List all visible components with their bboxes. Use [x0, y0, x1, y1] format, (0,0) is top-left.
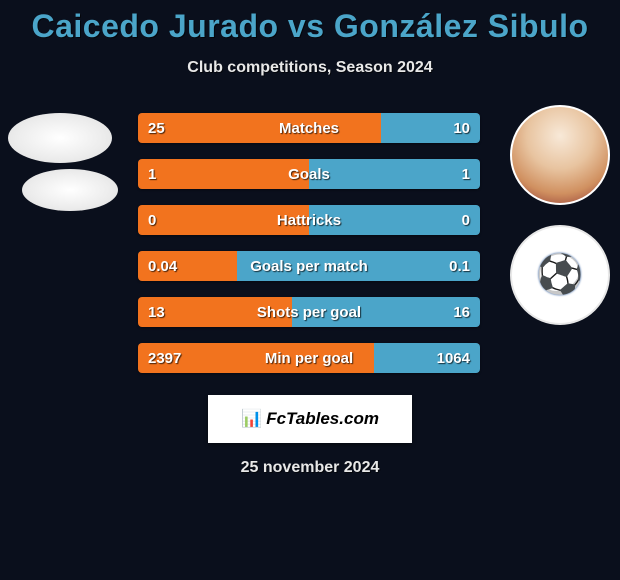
stat-label: Goals — [138, 159, 480, 189]
stat-label: Hattricks — [138, 205, 480, 235]
club-2-logo: ⚽ — [510, 225, 610, 325]
stat-row: 0.040.1Goals per match — [138, 251, 480, 281]
stat-label: Min per goal — [138, 343, 480, 373]
club-1-logo — [22, 169, 118, 211]
subtitle: Club competitions, Season 2024 — [0, 59, 620, 77]
stat-row: 1316Shots per goal — [138, 297, 480, 327]
page-title: Caicedo Jurado vs González Sibulo — [0, 0, 620, 45]
stat-row: 11Goals — [138, 159, 480, 189]
stats-bars: 2510Matches 11Goals 00Hattricks 0.040.1Goal… — [138, 113, 480, 389]
date-text: 25 november 2024 — [0, 459, 620, 477]
stat-row: 23971064Min per goal — [138, 343, 480, 373]
comparison-panel: ⚽ 2510Matches 11Goals 00Hattricks 0.040.1Go… — [0, 113, 620, 383]
shield-icon: ⚽ — [536, 253, 583, 297]
brand-text: FcTables.com — [266, 409, 379, 429]
stat-row: 2510Matches — [138, 113, 480, 143]
stat-label: Goals per match — [138, 251, 480, 281]
chart-icon: 📊 — [241, 409, 262, 429]
stat-label: Shots per goal — [138, 297, 480, 327]
stat-row: 00Hattricks — [138, 205, 480, 235]
brand-badge[interactable]: 📊 FcTables.com — [208, 395, 412, 443]
player-2-avatar — [510, 105, 610, 205]
player-1-avatar — [8, 113, 112, 163]
stat-label: Matches — [138, 113, 480, 143]
